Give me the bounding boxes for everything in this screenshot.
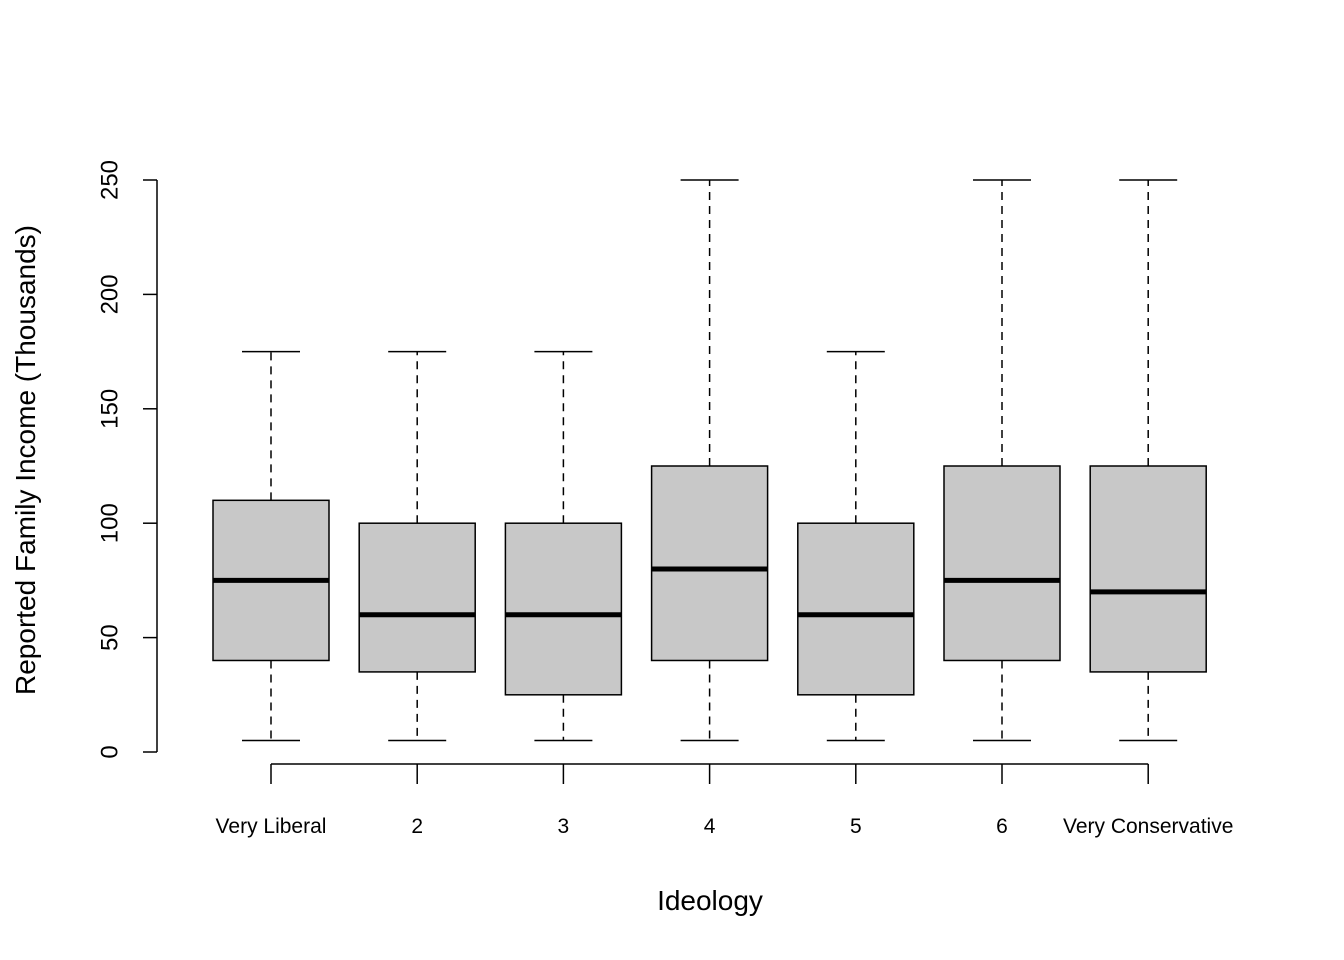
iqr-box [1089, 465, 1207, 673]
y-tick-label: 100 [96, 503, 123, 543]
y-axis-title: Reported Family Income (Thousands) [10, 225, 41, 695]
box-7 [1089, 179, 1207, 742]
iqr-box [504, 522, 623, 696]
y-tick-label: 150 [96, 389, 123, 429]
box-5 [797, 350, 915, 742]
x-tick-label: 4 [704, 815, 716, 838]
y-tick-label: 250 [96, 160, 123, 200]
iqr-box [358, 522, 476, 673]
iqr-box [650, 465, 769, 662]
x-tick-label: 5 [850, 815, 862, 838]
box-6 [943, 179, 1061, 742]
x-tick-label: 2 [411, 815, 423, 838]
y-tick-label: 50 [96, 624, 123, 651]
x-tick-label: Very Conservative [1063, 815, 1233, 838]
box-series [212, 179, 1207, 742]
box-4 [650, 179, 769, 742]
y-tick-label: 0 [96, 745, 123, 758]
box-1 [212, 350, 330, 742]
box-3 [504, 350, 623, 742]
x-tick-label: Very Liberal [216, 815, 327, 838]
box-2 [358, 350, 476, 742]
x-axis: Very Liberal 2 3 4 5 6 Very Conservative [216, 763, 1233, 838]
y-tick-label: 200 [96, 274, 123, 314]
iqr-box [943, 465, 1061, 662]
x-tick-label: 6 [996, 815, 1008, 838]
x-tick-label: 3 [558, 815, 570, 838]
y-axis: 0 50 100 150 200 250 [96, 160, 158, 759]
x-axis-title: Ideology [657, 885, 763, 916]
iqr-box [797, 522, 915, 696]
